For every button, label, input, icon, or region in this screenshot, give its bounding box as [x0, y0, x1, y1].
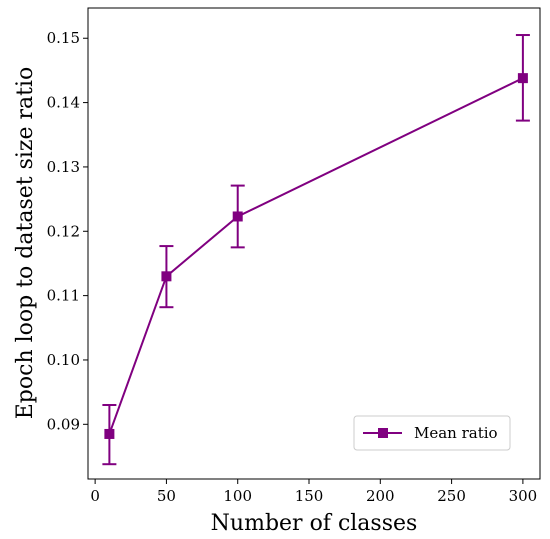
data-point-marker: [104, 428, 115, 439]
x-axis-ticks: 0 50 100 150 200 250 300: [90, 479, 537, 505]
y-tick-label: 0.15: [47, 29, 80, 47]
y-tick-label: 0.12: [47, 222, 80, 240]
x-tick-label: 0: [90, 487, 100, 505]
legend: Mean ratio: [353, 415, 511, 451]
x-tick-label: 50: [157, 487, 176, 505]
x-tick-label: 200: [366, 487, 395, 505]
series-layer: [102, 34, 530, 466]
plot-frame: [87, 7, 541, 480]
data-point-marker: [517, 73, 528, 84]
x-tick-label: 250: [437, 487, 466, 505]
x-tick-label: 100: [223, 487, 252, 505]
y-axis-ticks: 0.09 0.10 0.11 0.12 0.13 0.14 0.15: [47, 29, 88, 433]
x-tick-label: 300: [509, 487, 538, 505]
legend-label: Mean ratio: [414, 424, 498, 442]
y-tick-label: 0.09: [47, 415, 80, 433]
y-tick-label: 0.13: [47, 158, 80, 176]
y-tick-label: 0.14: [47, 94, 80, 112]
legend-box: [353, 415, 511, 451]
x-axis-label: Number of classes: [211, 511, 418, 536]
data-point-marker: [161, 271, 172, 282]
x-tick-label: 150: [295, 487, 324, 505]
y-tick-label: 0.10: [47, 351, 80, 369]
series-line: [108, 77, 524, 435]
data-point-marker: [232, 211, 243, 222]
y-axis-label: Epoch loop to dataset size ratio: [13, 67, 38, 420]
y-tick-label: 0.11: [47, 287, 80, 305]
legend-series-marker: [378, 428, 388, 438]
